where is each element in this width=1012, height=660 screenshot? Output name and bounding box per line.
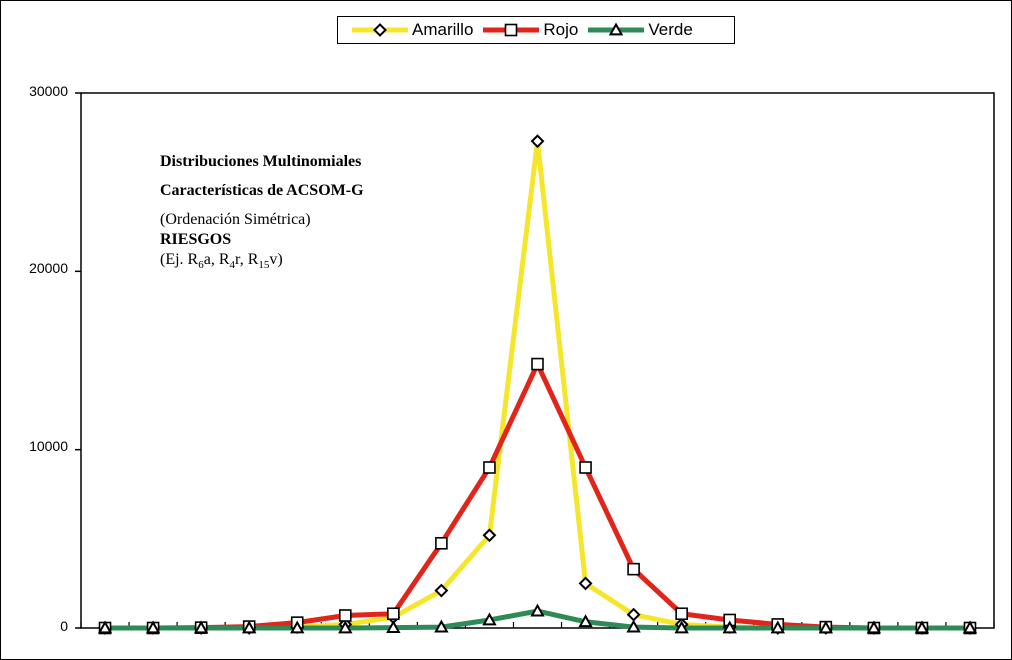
- data-point-verde: [914, 620, 930, 634]
- data-point-rojo: [627, 562, 640, 576]
- y-tick-label: 30000: [29, 83, 68, 99]
- data-point-amarillo: [578, 576, 593, 591]
- annotation-line: Características de ACSOM-G: [160, 182, 364, 199]
- data-point-verde: [434, 619, 449, 633]
- data-point-rojo: [483, 461, 496, 474]
- data-point-verde: [818, 620, 834, 634]
- square-marker-icon: [483, 23, 540, 37]
- data-point-rojo: [387, 607, 400, 621]
- diamond-marker-icon: [352, 23, 408, 37]
- legend-item: Rojo: [483, 20, 578, 40]
- data-point-verde: [866, 620, 882, 634]
- legend: Amarillo Rojo Verde: [337, 16, 735, 44]
- data-point-verde: [578, 614, 593, 628]
- triangle-marker-icon: [588, 22, 645, 36]
- data-point-verde: [962, 620, 978, 634]
- data-point-verde: [145, 620, 161, 634]
- y-tick-label: 0: [60, 618, 68, 634]
- data-point-rojo: [579, 461, 592, 474]
- data-point-rojo: [435, 536, 448, 550]
- data-point-rojo: [675, 607, 688, 621]
- data-point-verde: [722, 620, 737, 634]
- data-point-verde: [482, 612, 497, 626]
- legend-item: Verde: [588, 20, 693, 40]
- y-tick-label: 10000: [29, 438, 68, 454]
- data-point-verde: [626, 619, 641, 633]
- data-point-rojo: [531, 357, 544, 371]
- series-line-rojo: [105, 361, 970, 631]
- annotation-line: (Ej. R6a, R4r, R15v): [160, 251, 283, 272]
- legend-label: Rojo: [543, 20, 579, 39]
- legend-item: Amarillo: [352, 20, 473, 40]
- data-point-verde: [193, 620, 209, 634]
- annotation-line: Distribuciones Multinomiales: [160, 153, 362, 170]
- data-point-amarillo: [482, 528, 497, 543]
- plot-area: [80, 92, 995, 629]
- data-point-verde: [674, 620, 689, 634]
- data-point-verde: [530, 603, 545, 617]
- chart-annotation: Distribuciones Multinomiales Característ…: [160, 152, 364, 275]
- data-point-verde: [386, 620, 401, 634]
- data-point-verde: [241, 620, 257, 634]
- data-point-rojo: [338, 609, 352, 622]
- annotation-line: (Ordenación Simétrica): [160, 211, 311, 228]
- data-point-verde: [338, 620, 353, 634]
- annotation-line: RIESGOS: [160, 231, 232, 248]
- legend-label: Amarillo: [412, 20, 474, 39]
- data-point-amarillo: [434, 583, 449, 598]
- legend-label: Verde: [648, 20, 693, 39]
- data-point-verde: [97, 620, 113, 634]
- data-point-amarillo: [530, 134, 545, 149]
- data-point-verde: [770, 620, 785, 634]
- y-tick-label: 20000: [29, 260, 68, 276]
- data-point-verde: [290, 620, 305, 634]
